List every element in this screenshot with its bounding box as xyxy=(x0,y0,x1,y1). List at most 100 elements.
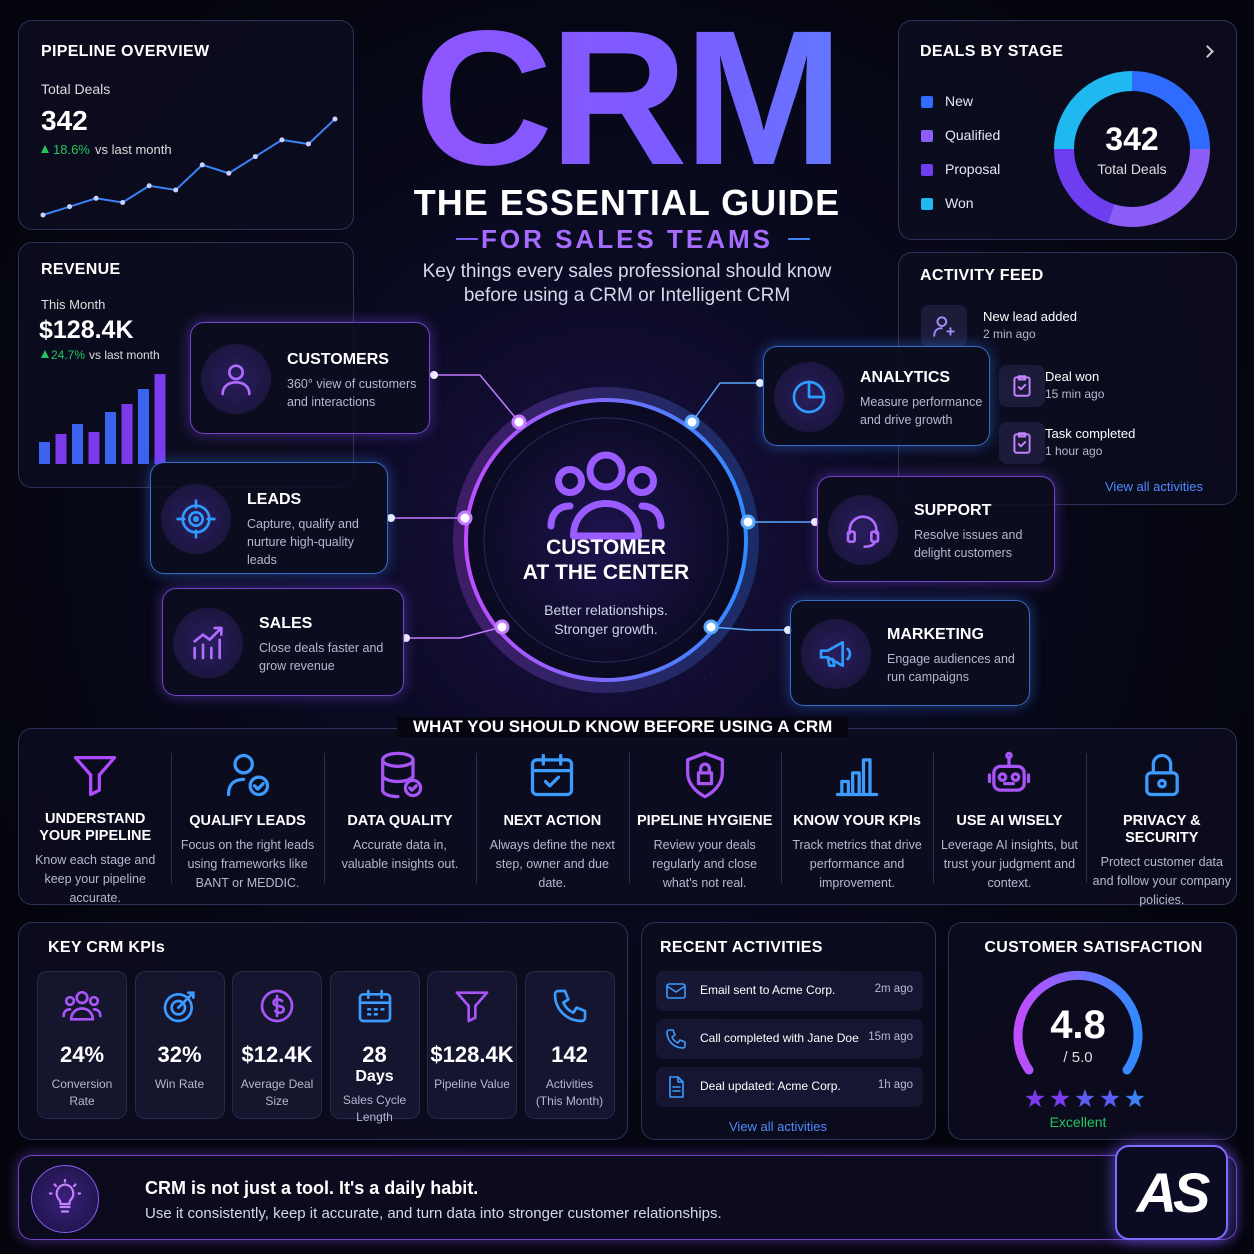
intro-line: before using a CRM or Intelligent CRM xyxy=(463,285,791,306)
icon-part xyxy=(666,1029,686,1049)
pillar-text: CUSTOMERS 360° view of customers and inte… xyxy=(287,351,423,411)
icon-part xyxy=(570,500,642,540)
icon xyxy=(835,758,879,797)
kpi-tile: 28 Days Sales Cycle Length xyxy=(329,971,420,1124)
icon-part xyxy=(1151,753,1173,775)
icon-part xyxy=(848,515,878,535)
trend-point xyxy=(199,162,205,168)
icon xyxy=(74,756,117,797)
icon xyxy=(553,989,586,1023)
icon-part xyxy=(272,994,285,1018)
icon xyxy=(1013,432,1031,454)
connector-dot xyxy=(703,619,719,635)
icon-part xyxy=(193,626,223,660)
icon-part xyxy=(826,647,852,667)
know-title: USE AI WISELY xyxy=(956,813,1063,829)
know-card: UNDERSTAND YOUR PIPELINE Know each stage … xyxy=(18,728,1237,907)
know-text: Protect customer data and follow your co… xyxy=(1092,855,1231,907)
recent-time: 1h ago xyxy=(877,1079,913,1091)
footer-headline: CRM is not just a tool. It's a daily hab… xyxy=(145,1178,479,1198)
star xyxy=(1100,1089,1120,1108)
hub-text: Better relationships. xyxy=(544,602,668,618)
pillar-card: ANALYTICS Measure performance and drive g… xyxy=(763,346,990,446)
pillar-card: CUSTOMERS 360° view of customers and inte… xyxy=(190,322,430,434)
know-title: PIPELINE HYGIENE xyxy=(637,813,773,829)
know-item: DATA QUALITY Accurate data in, valuable i… xyxy=(330,813,470,874)
know-title: DATA QUALITY xyxy=(347,813,453,829)
icon xyxy=(226,753,269,797)
trend-point xyxy=(93,195,99,201)
divider xyxy=(780,753,782,883)
icon-part xyxy=(846,530,856,543)
main-title: CRM xyxy=(0,0,1254,203)
kpi-tile: 24% Conversion Rate xyxy=(37,971,127,1119)
recent-row: Call completed with Jane Doe 15m ago xyxy=(656,1019,923,1059)
divider xyxy=(171,753,173,883)
pillar-card: MARKETING Engage audiences and run campai… xyxy=(790,600,1030,706)
know-text: Know each stage and keep your pipeline a… xyxy=(35,853,156,905)
icon-part xyxy=(998,772,1008,783)
icon-part xyxy=(408,784,418,792)
divider xyxy=(1085,753,1087,883)
divider xyxy=(323,753,325,883)
trend-point xyxy=(279,137,285,143)
icon-part xyxy=(248,775,269,797)
connector-dot xyxy=(387,514,395,522)
up-arrow xyxy=(41,145,49,153)
icon-part xyxy=(176,499,216,539)
connector-dot xyxy=(740,514,756,530)
know-title: QUALIFY LEADS xyxy=(189,813,306,829)
icon-circle xyxy=(31,1165,99,1233)
icon-part xyxy=(260,989,294,1023)
trend-point xyxy=(67,204,73,210)
icon-part xyxy=(88,995,100,1007)
donut-segment xyxy=(1131,71,1210,150)
footer-text: Use it consistently, keep it accurate, a… xyxy=(145,1205,722,1222)
icon-part xyxy=(1017,432,1027,448)
know-text: Always define the next step, owner and d… xyxy=(489,838,615,890)
pillar-desc: 360° view of customers and interactions xyxy=(287,377,417,409)
trend-point xyxy=(40,212,46,218)
icon-part xyxy=(188,511,204,527)
kpi-value: 24% xyxy=(59,1042,105,1067)
icon-part xyxy=(193,516,199,522)
hub-glow xyxy=(453,387,759,693)
trend-point xyxy=(252,154,258,160)
revenue-bar xyxy=(154,374,166,464)
icon-part xyxy=(672,1076,684,1092)
donut-segment xyxy=(1107,148,1210,227)
icon-part xyxy=(531,758,574,797)
icon xyxy=(358,989,391,1023)
icon-circle xyxy=(828,495,898,565)
pillar-desc: Capture, qualify and nurture high-qualit… xyxy=(247,517,359,567)
orbit xyxy=(435,369,777,711)
card-title: PIPELINE OVERVIEW xyxy=(41,43,210,60)
icon-part xyxy=(669,1076,684,1098)
pillar-desc: Engage audiences and run campaigns xyxy=(887,652,1015,684)
pillar-title: MARKETING xyxy=(887,626,984,643)
donut-segment xyxy=(1054,71,1133,150)
divider xyxy=(933,753,935,883)
activity-text: Task completed xyxy=(1045,426,1136,441)
pipeline-card: PIPELINE OVERVIEW Total Deals 342 18.6% vs l… xyxy=(18,20,354,230)
view-all-link[interactable]: View all activities xyxy=(729,1119,828,1134)
icon xyxy=(193,626,223,660)
kpi-label: Pipeline Value xyxy=(434,1077,510,1091)
icon-part xyxy=(69,1007,95,1021)
kpi-label: Sales Cycle Length xyxy=(342,1093,407,1124)
icon xyxy=(1145,753,1179,797)
bar-chart xyxy=(39,374,166,464)
icon-circle xyxy=(201,344,271,414)
pillar-title: CUSTOMERS xyxy=(287,351,389,368)
know-item: NEXT ACTION Always define the next step, … xyxy=(482,813,622,893)
icon xyxy=(666,983,686,999)
view-all-link[interactable]: View all activities xyxy=(1105,479,1204,494)
kpi-card: KEY CRM KPIs 24% Conversion Rate 32% Win Rat… xyxy=(18,922,628,1140)
legend-swatch xyxy=(921,130,933,142)
score-scale: / 5.0 xyxy=(1063,1049,1093,1066)
trend-point xyxy=(305,141,311,147)
icon-part xyxy=(553,989,586,1023)
recent-row: Email sent to Acme Corp. 2m ago xyxy=(656,971,923,1011)
divider xyxy=(476,753,478,883)
sparkline xyxy=(40,116,338,218)
